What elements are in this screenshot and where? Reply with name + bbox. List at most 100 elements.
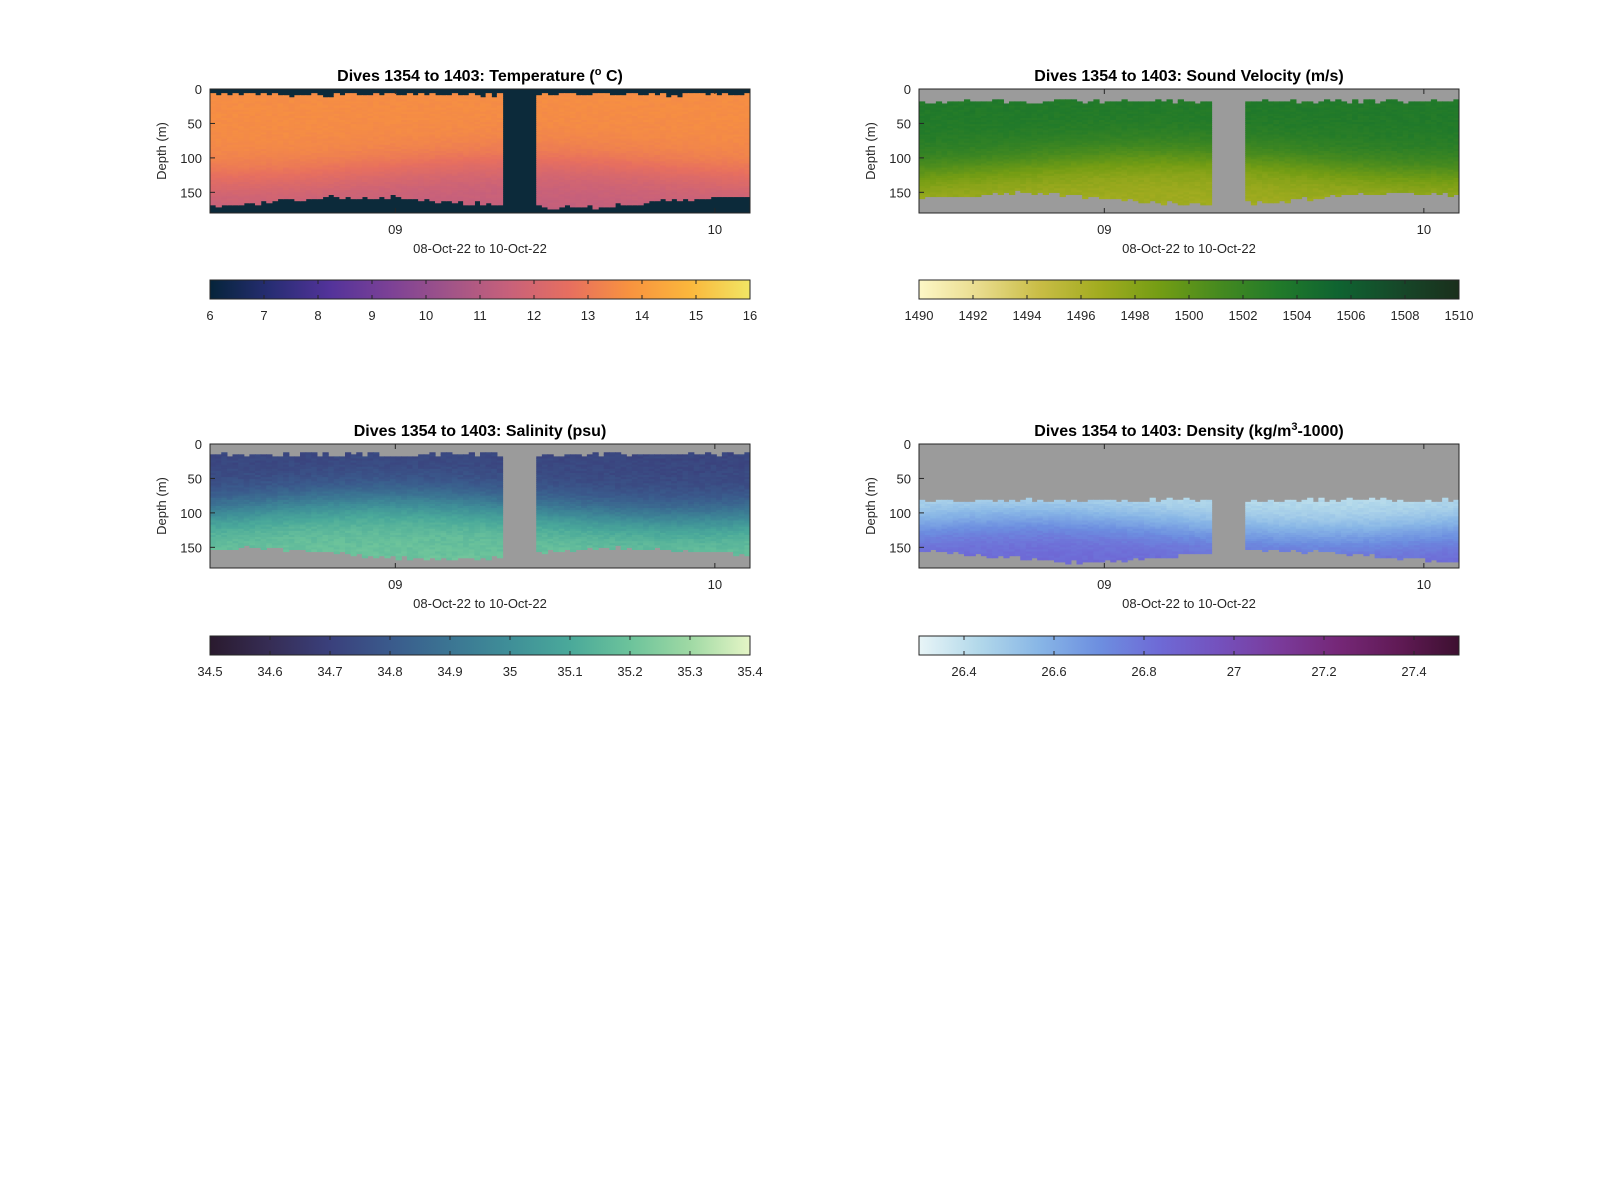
heatmap-cell — [660, 161, 667, 164]
heatmap-cell — [468, 126, 475, 129]
heatmap-cell — [277, 190, 284, 193]
heatmap-cell — [322, 161, 329, 164]
heatmap-cell — [373, 146, 380, 150]
heatmap-cell — [210, 136, 217, 140]
heatmap-cell — [491, 122, 498, 125]
heatmap-cell — [221, 122, 228, 125]
heatmap-cell — [463, 188, 470, 191]
heatmap-cell — [558, 163, 565, 167]
heatmap-cell — [699, 163, 706, 167]
heatmap-cell — [378, 179, 385, 183]
heatmap-cell — [947, 155, 954, 158]
heatmap-cell — [210, 99, 217, 102]
heatmap-cell — [255, 167, 262, 171]
heatmap-cell — [626, 182, 633, 185]
heatmap-cell — [283, 101, 290, 105]
heatmap-cell — [412, 192, 419, 195]
heatmap-cell — [221, 184, 228, 187]
heatmap-cell — [547, 173, 554, 177]
heatmap-cell — [603, 196, 610, 200]
heatmap-cell — [401, 146, 408, 150]
heatmap-cell — [609, 171, 616, 175]
heatmap-cell — [615, 155, 622, 158]
heatmap-cell — [699, 101, 706, 105]
heatmap-cell — [226, 136, 234, 140]
heatmap-cell — [384, 115, 391, 119]
heatmap-cell — [536, 134, 543, 138]
heatmap-cell — [941, 188, 948, 191]
heatmap-cell — [350, 95, 357, 98]
heatmap-cell — [693, 171, 700, 175]
heatmap-cell — [238, 161, 245, 164]
heatmap-cell — [665, 130, 672, 133]
heatmap-cell — [609, 97, 616, 100]
heatmap-cell — [744, 124, 750, 127]
heatmap-cell — [395, 101, 402, 105]
heatmap-cell — [941, 103, 948, 107]
heatmap-cell — [693, 188, 700, 191]
heatmap-cell — [367, 194, 374, 198]
heatmap-cell — [609, 175, 616, 179]
heatmap-cell — [226, 182, 234, 185]
heatmap-cell — [547, 126, 554, 129]
heatmap-cell — [705, 194, 712, 198]
heatmap-cell — [361, 134, 369, 138]
heatmap-cell — [311, 151, 318, 154]
heatmap-cell — [710, 161, 717, 164]
heatmap-cell — [491, 126, 498, 129]
heatmap-cell — [345, 120, 352, 123]
heatmap-cell — [210, 159, 217, 162]
heatmap-cell — [260, 111, 267, 115]
heatmap-cell — [395, 136, 402, 140]
heatmap-cell — [446, 115, 453, 119]
heatmap-cell — [333, 120, 340, 123]
heatmap-cell — [480, 177, 487, 181]
heatmap-cell — [378, 146, 385, 150]
heatmap-cell — [603, 101, 610, 105]
heatmap-cell — [300, 138, 307, 142]
heatmap-cell — [688, 196, 695, 200]
heatmap-cell — [446, 130, 453, 133]
heatmap-cell — [637, 148, 644, 152]
heatmap-cell — [350, 153, 357, 156]
heatmap-cell — [435, 105, 442, 109]
heatmap-cell — [339, 115, 346, 119]
heatmap-cell — [294, 155, 301, 158]
heatmap-cell — [620, 163, 627, 167]
heatmap-cell — [468, 148, 475, 152]
heatmap-cell — [277, 117, 284, 121]
heatmap-cell — [620, 95, 627, 98]
heatmap-cell — [305, 155, 312, 158]
heatmap-cell — [429, 182, 436, 185]
heatmap-cell — [463, 165, 470, 169]
heatmap-cell — [558, 175, 565, 179]
heatmap-cell — [924, 134, 931, 138]
heatmap-cell — [699, 95, 706, 98]
heatmap-cell — [238, 155, 245, 158]
heatmap-cell — [682, 97, 689, 100]
heatmap-cell — [418, 109, 425, 113]
heatmap-cell — [536, 182, 543, 185]
heatmap-cell — [665, 163, 672, 167]
heatmap-cell — [603, 113, 610, 117]
heatmap-cell — [305, 186, 312, 189]
heatmap-cell — [564, 146, 571, 150]
heatmap-cell — [626, 99, 633, 102]
heatmap-cell — [536, 128, 543, 131]
heatmap-cell — [705, 109, 712, 113]
heatmap-cell — [564, 177, 571, 181]
heatmap-cell — [592, 155, 599, 158]
heatmap-cell — [547, 148, 554, 152]
heatmap-cell — [631, 146, 639, 150]
heatmap-cell — [592, 165, 599, 169]
heatmap-cell — [941, 177, 948, 181]
heatmap-cell — [744, 136, 750, 140]
heatmap-cell — [333, 173, 340, 177]
heatmap-cell — [705, 196, 712, 200]
heatmap-cell — [609, 173, 616, 177]
heatmap-cell — [564, 103, 571, 107]
heatmap-cell — [665, 109, 672, 113]
heatmap-cell — [238, 140, 245, 144]
heatmap-cell — [429, 167, 436, 171]
heatmap-cell — [249, 194, 256, 198]
